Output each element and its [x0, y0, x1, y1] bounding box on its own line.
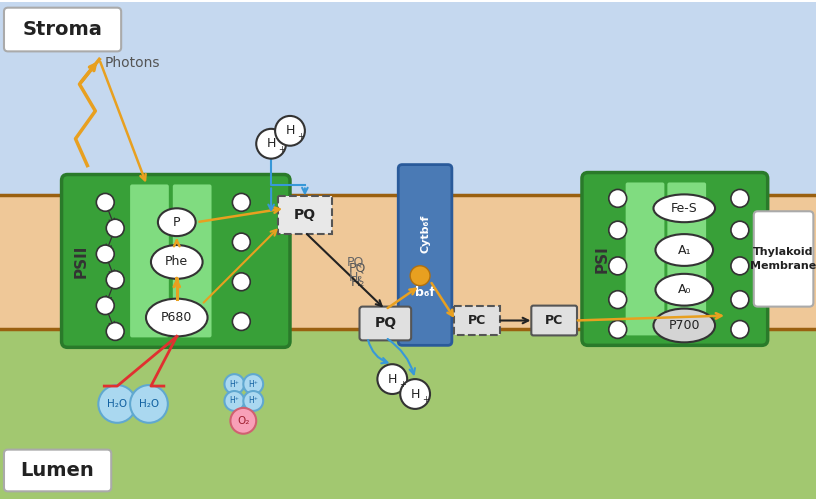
Text: H: H — [266, 137, 276, 150]
Ellipse shape — [151, 245, 202, 279]
Circle shape — [275, 116, 305, 146]
Bar — [0, 195, 816, 330]
Text: Fe-S: Fe-S — [671, 202, 698, 215]
Circle shape — [731, 257, 749, 275]
Text: PSII: PSII — [74, 244, 89, 278]
FancyBboxPatch shape — [454, 306, 500, 335]
Ellipse shape — [655, 234, 713, 266]
Text: +: + — [422, 395, 429, 404]
Circle shape — [96, 245, 114, 263]
Circle shape — [243, 391, 263, 411]
FancyBboxPatch shape — [582, 172, 768, 345]
Text: O₂: O₂ — [237, 416, 250, 426]
Bar — [0, 330, 816, 499]
FancyBboxPatch shape — [62, 174, 290, 347]
Circle shape — [609, 321, 626, 338]
FancyBboxPatch shape — [130, 184, 169, 337]
Circle shape — [106, 271, 124, 289]
Circle shape — [609, 291, 626, 309]
Text: H: H — [388, 373, 397, 386]
Circle shape — [233, 273, 250, 291]
FancyBboxPatch shape — [531, 306, 577, 335]
Text: Lumen: Lumen — [21, 461, 95, 480]
Circle shape — [256, 129, 286, 159]
Circle shape — [233, 313, 250, 331]
Circle shape — [233, 233, 250, 251]
Text: A₀: A₀ — [677, 283, 691, 296]
Text: H⁺: H⁺ — [229, 380, 239, 389]
Circle shape — [233, 193, 250, 211]
Text: b₆f: b₆f — [415, 287, 435, 300]
FancyBboxPatch shape — [359, 307, 411, 340]
Text: +: + — [297, 132, 304, 141]
Text: PQ: PQ — [349, 262, 367, 275]
Text: PQ: PQ — [347, 256, 364, 269]
Circle shape — [99, 385, 136, 423]
Text: H₂: H₂ — [349, 272, 363, 284]
Circle shape — [230, 408, 256, 434]
Text: H: H — [285, 124, 294, 137]
Text: P700: P700 — [668, 319, 700, 332]
Text: Thylakoid
Membrane: Thylakoid Membrane — [750, 247, 817, 271]
Text: H⁺: H⁺ — [229, 396, 239, 405]
Text: Stroma: Stroma — [23, 20, 103, 39]
Text: H⁺: H⁺ — [248, 396, 258, 405]
Text: H⁺: H⁺ — [248, 380, 258, 389]
Text: P: P — [173, 216, 181, 228]
Text: H: H — [410, 387, 420, 400]
Text: Photons: Photons — [104, 56, 159, 70]
Text: PQ: PQ — [374, 317, 396, 331]
Circle shape — [224, 374, 244, 394]
FancyBboxPatch shape — [667, 182, 706, 335]
Text: A₁: A₁ — [677, 243, 691, 257]
Circle shape — [410, 266, 430, 286]
FancyBboxPatch shape — [278, 196, 332, 234]
Text: H₂O: H₂O — [139, 399, 159, 409]
Ellipse shape — [653, 309, 715, 342]
Text: P680: P680 — [161, 311, 192, 324]
Circle shape — [731, 321, 749, 338]
Text: +: + — [278, 145, 285, 154]
Ellipse shape — [158, 208, 196, 236]
Text: Phe: Phe — [165, 256, 188, 269]
Bar — [0, 2, 816, 195]
Text: H₂O: H₂O — [107, 399, 127, 409]
Circle shape — [243, 374, 263, 394]
Circle shape — [130, 385, 168, 423]
Circle shape — [377, 364, 407, 394]
Ellipse shape — [653, 194, 715, 222]
Ellipse shape — [146, 299, 208, 336]
Circle shape — [731, 189, 749, 207]
FancyBboxPatch shape — [4, 449, 111, 491]
Circle shape — [609, 189, 626, 207]
Circle shape — [731, 221, 749, 239]
FancyBboxPatch shape — [4, 8, 121, 52]
Circle shape — [106, 323, 124, 340]
Text: H₂: H₂ — [350, 276, 365, 289]
Text: PC: PC — [468, 314, 486, 327]
Text: +: + — [399, 380, 406, 389]
Circle shape — [224, 391, 244, 411]
FancyBboxPatch shape — [626, 182, 664, 335]
Ellipse shape — [655, 274, 713, 306]
Circle shape — [96, 297, 114, 315]
Circle shape — [731, 291, 749, 309]
Text: PC: PC — [545, 314, 563, 327]
Circle shape — [400, 379, 430, 409]
FancyBboxPatch shape — [173, 184, 211, 337]
FancyBboxPatch shape — [398, 165, 452, 345]
Circle shape — [96, 193, 114, 211]
Text: Cytb₆f: Cytb₆f — [420, 215, 430, 254]
Circle shape — [609, 257, 626, 275]
Circle shape — [106, 219, 124, 237]
Text: PQ: PQ — [293, 208, 316, 222]
FancyBboxPatch shape — [754, 211, 813, 307]
Circle shape — [609, 221, 626, 239]
Text: PSI: PSI — [594, 245, 609, 273]
